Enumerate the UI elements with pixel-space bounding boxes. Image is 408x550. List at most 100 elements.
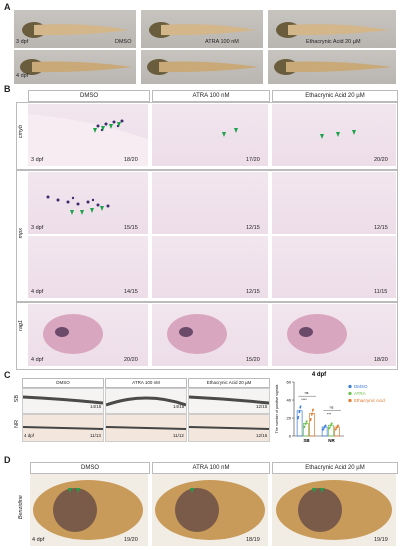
chart-xtick-label: NR xyxy=(328,438,335,443)
c-sb-atra xyxy=(105,388,187,414)
chart-point xyxy=(297,417,299,420)
c-header-atra: ATRA 100 nM xyxy=(105,378,187,388)
b-mpx3-stage: 3 dpf xyxy=(31,225,44,231)
b-mpx4-count-dmso: 14/15 xyxy=(124,289,138,295)
chart-point xyxy=(299,405,302,408)
panel-a-eth-3dpf xyxy=(268,10,396,48)
b-cmyb-count-atra: 17/20 xyxy=(246,157,260,163)
c-sb-count-dmso: 14/15 xyxy=(90,404,102,409)
chart-point xyxy=(311,412,314,415)
chart-ytick-label: 0 xyxy=(289,434,292,439)
arrow-marker xyxy=(109,124,113,129)
chart-point xyxy=(324,424,327,427)
chart-point xyxy=(297,415,300,418)
chart-point xyxy=(303,425,306,428)
c-sb-eth xyxy=(188,388,270,414)
c-sb-dmso xyxy=(22,388,104,414)
arrow-marker xyxy=(336,132,340,137)
c-row-sb: SB xyxy=(14,395,20,403)
d-count-dmso: 19/20 xyxy=(124,537,138,543)
b-row-mpx-frame xyxy=(16,170,398,302)
chart-point xyxy=(299,406,302,409)
arrow-marker xyxy=(352,130,356,135)
chart-point xyxy=(311,409,314,412)
d-stain: Benzidine xyxy=(18,495,24,520)
stage-3dpf-a: 3 dpf xyxy=(16,39,29,45)
b-gene-cmyb: cmyb xyxy=(18,125,24,139)
chart-xtick-label: SB xyxy=(303,438,310,443)
d-stage: 4 dpf xyxy=(32,537,45,543)
b-cmyb-stage: 3 dpf xyxy=(31,157,44,163)
chart-legend-label: DMSO xyxy=(354,384,368,389)
chart-legend-marker xyxy=(348,391,352,396)
chart-point xyxy=(309,419,312,422)
stage-4dpf-a: 4 dpf xyxy=(16,73,29,79)
b-row-cmyb-frame xyxy=(16,102,398,170)
b-cmyb-dmso xyxy=(28,104,148,166)
arrow-marker xyxy=(76,488,80,493)
chart-point xyxy=(304,422,307,425)
chart-ytick-label: 40 xyxy=(287,398,292,403)
cond-atra-a: ATRA 100 nM xyxy=(205,39,239,45)
arrow-marker xyxy=(70,210,74,215)
b-mpx4-eth xyxy=(272,236,396,298)
b-cmyb-atra xyxy=(152,104,268,166)
chart-point xyxy=(310,413,313,416)
b-header-atra: ATRA 100 nM xyxy=(152,90,270,102)
d-header-atra: ATRA 100 nM xyxy=(152,462,270,474)
chart-point xyxy=(337,424,339,427)
b-rag1-eth xyxy=(272,304,396,366)
arrow-marker xyxy=(320,488,324,493)
chart-point xyxy=(309,418,312,420)
c-row-nr: NR xyxy=(14,420,20,428)
arrow-marker xyxy=(117,122,121,127)
chart-point xyxy=(312,408,314,411)
chart-legend-label: Ethacrynic Acid xyxy=(354,398,385,403)
chart-bar xyxy=(328,424,334,437)
b-mpx4-count-eth: 11/15 xyxy=(374,289,388,295)
b-mpx4-atra xyxy=(152,236,268,298)
chart-bar xyxy=(309,413,315,437)
chart-bar xyxy=(296,410,303,437)
b-gene-mpx: mpx xyxy=(18,228,24,239)
chart-legend-marker xyxy=(348,384,352,389)
arrow-marker xyxy=(312,488,316,493)
c-header-eth: Ethacrynic Acid 20 µM xyxy=(188,378,270,388)
panel-label-b: B xyxy=(4,84,11,94)
b-cmyb-eth xyxy=(272,104,396,166)
c-nr-eth xyxy=(188,414,270,442)
arrow-marker xyxy=(101,126,105,131)
chart-legend-label: ATRA xyxy=(354,391,366,396)
b-row-rag1-frame xyxy=(16,302,398,370)
panel-a-eth-4dpf xyxy=(268,50,396,84)
c-nr-count-dmso: 11/13 xyxy=(90,433,101,438)
c-header-dmso: DMSO xyxy=(22,378,104,388)
cond-eth-a: Ethacrynic Acid 20 µM xyxy=(306,39,361,45)
b-header-eth: Ethacrynic Acid 20 µM xyxy=(272,90,398,102)
panel-label-c: C xyxy=(4,370,11,380)
chart-point xyxy=(322,428,325,431)
panel-label-d: D xyxy=(4,455,11,465)
arrow-marker xyxy=(93,128,97,133)
panel-a-atra-3dpf xyxy=(141,10,263,48)
d-dmso xyxy=(30,474,148,546)
b-mpx3-count-atra: 12/15 xyxy=(246,225,260,231)
d-atra xyxy=(152,474,268,546)
c-chart: 4 dpf The number of positive signals 0 20 40… xyxy=(275,372,385,443)
b-cmyb-count-eth: 20/20 xyxy=(374,157,388,163)
b-mpx3-count-eth: 12/15 xyxy=(374,225,388,231)
b-gene-rag1: rag1 xyxy=(18,320,24,332)
b-rag1-count-dmso: 20/20 xyxy=(124,357,138,363)
c-nr-count-eth: 12/15 xyxy=(256,433,268,438)
chart-sig-label: *** xyxy=(327,413,332,417)
chart-point xyxy=(328,426,331,429)
c-nr-dmso xyxy=(22,414,104,442)
c-sb-count-atra: 14/15 xyxy=(173,404,185,409)
b-cmyb-count-dmso: 18/20 xyxy=(124,157,138,163)
chart-sig-label: **** xyxy=(301,398,307,402)
chart-point xyxy=(336,426,339,428)
d-header-dmso: DMSO xyxy=(30,462,150,474)
chart-bar xyxy=(303,423,309,437)
arrow-marker xyxy=(190,488,194,493)
b-mpx3-eth xyxy=(272,172,396,234)
